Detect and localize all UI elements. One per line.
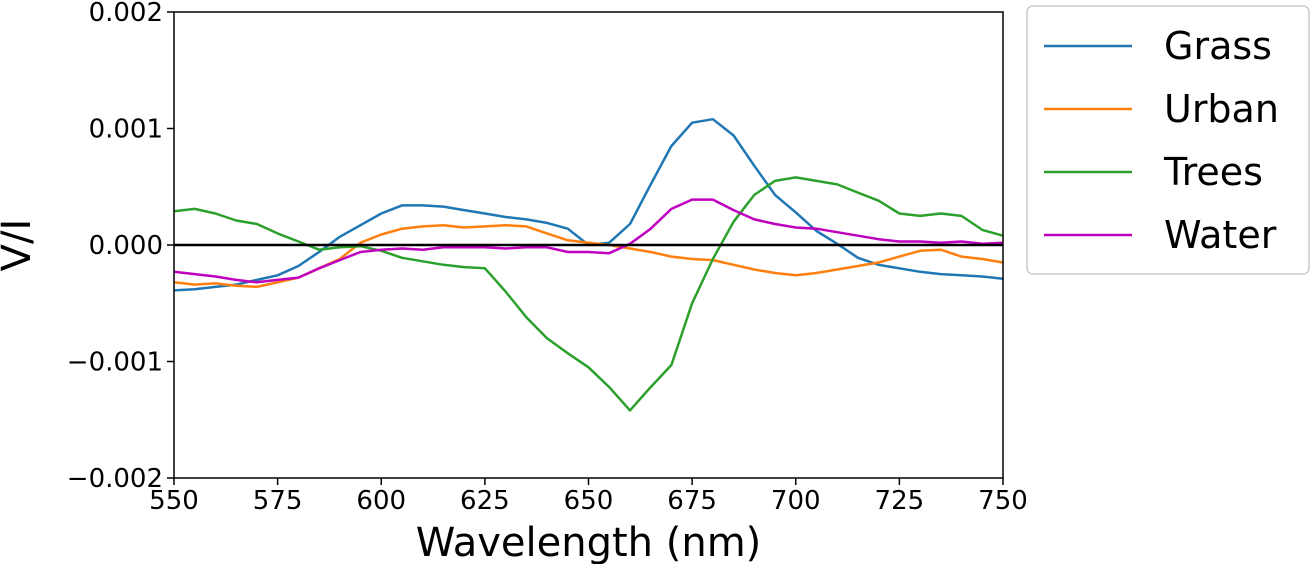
y-tick-label: 0.002 xyxy=(89,0,163,28)
series-line-water xyxy=(173,198,1004,284)
y-tick-label: 0.001 xyxy=(89,115,163,145)
x-axis-title: Wavelength (nm) xyxy=(416,520,762,564)
legend-label-trees: Trees xyxy=(1163,150,1263,194)
x-tick-label: 600 xyxy=(356,486,406,516)
x-tick-label: 675 xyxy=(667,486,717,516)
series-layer xyxy=(173,117,1004,412)
x-tick-label: 575 xyxy=(253,486,303,516)
series-line-grass xyxy=(173,117,1004,292)
y-axis-title: V/I xyxy=(0,219,40,272)
y-tick-label: −0.001 xyxy=(67,348,163,378)
x-tick-label: 725 xyxy=(875,486,925,516)
x-tick-label: 700 xyxy=(771,486,821,516)
x-axis-ticks: 550 575 600 625 650 675 700 725 750 xyxy=(149,478,1028,516)
legend-frame xyxy=(1026,5,1310,275)
y-tick-label: −0.002 xyxy=(67,464,163,494)
x-tick-label: 625 xyxy=(460,486,510,516)
x-tick-label: 750 xyxy=(978,486,1028,516)
legend: Grass Urban Trees Water xyxy=(1026,5,1310,275)
legend-label-grass: Grass xyxy=(1164,24,1272,68)
x-tick-label: 550 xyxy=(149,486,199,516)
x-tick-label: 650 xyxy=(564,486,614,516)
legend-label-water: Water xyxy=(1164,213,1277,257)
legend-label-urban: Urban xyxy=(1164,87,1279,131)
y-axis-ticks: −0.002 −0.001 0.000 0.001 0.002 xyxy=(67,0,174,494)
y-tick-label: 0.000 xyxy=(89,231,163,261)
series-line-trees xyxy=(173,176,1004,412)
